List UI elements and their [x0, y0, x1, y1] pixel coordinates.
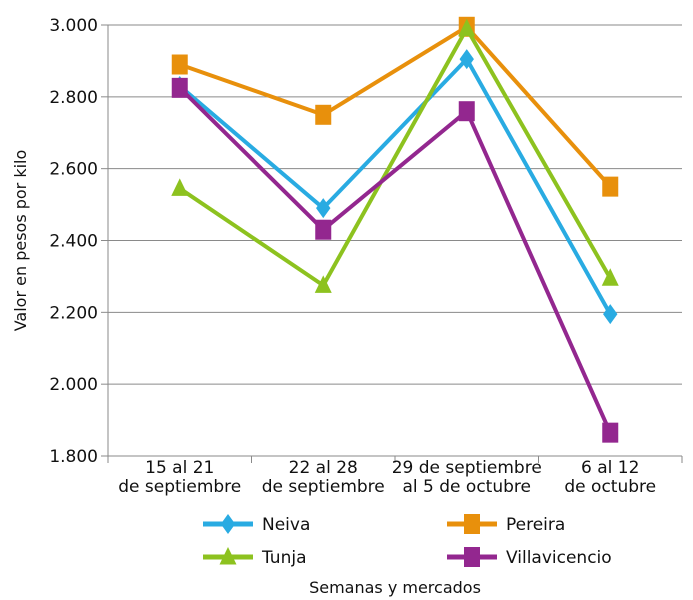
data-point-tunja — [601, 268, 619, 286]
legend-item-neiva: Neiva — [203, 514, 310, 535]
y-tick-label: 1.800 — [49, 447, 98, 467]
legend-label: Neiva — [262, 515, 310, 535]
data-point-pereira — [315, 104, 332, 125]
y-tick-label: 2.200 — [49, 303, 98, 323]
data-point-neiva — [459, 49, 474, 70]
x-axis-ticks: 15 al 21 de septiembre 22 al 28 de septiemb… — [118, 458, 656, 497]
series-neiva — [172, 49, 618, 325]
y-tick-label: 2.600 — [49, 160, 98, 180]
x-tick-label: 15 al 21 de septiembre — [118, 458, 241, 497]
x-tick-label: 22 al 28 de septiembre — [262, 458, 385, 497]
series-line-villavicencio — [178, 86, 613, 434]
legend-label: Tunja — [261, 548, 307, 568]
series-villavicencio — [171, 77, 619, 443]
x-tick-label: 6 al 12 de octubre — [564, 458, 656, 497]
data-point-villavicencio — [602, 422, 619, 443]
series-line-tunja — [178, 26, 612, 288]
data-point-villavicencio — [315, 219, 332, 240]
y-tick-label: 2.800 — [49, 88, 98, 108]
legend-marker — [219, 547, 237, 565]
series-tunja — [171, 18, 619, 293]
data-point-villavicencio — [171, 77, 188, 98]
data-point-pereira — [171, 54, 188, 75]
series-pereira — [171, 16, 619, 197]
data-point-tunja — [171, 178, 189, 196]
series-group — [171, 16, 619, 443]
series-line-neiva — [178, 57, 612, 316]
x-tick-label: 29 de septiembre al 5 de octubre — [392, 458, 542, 497]
legend-item-tunja: Tunja — [203, 547, 307, 568]
legend: Neiva Pereira Tunja Villavicencio — [203, 514, 612, 568]
y-axis-ticks: 1.800 2.000 2.200 2.400 2.600 2.800 3.000 — [49, 16, 98, 467]
y-tick-label: 2.400 — [49, 232, 98, 252]
legend-label: Villavicencio — [506, 548, 612, 568]
y-tick-label: 2.000 — [49, 375, 98, 395]
data-point-neiva — [316, 198, 331, 219]
legend-item-pereira: Pereira — [447, 514, 565, 535]
y-tick-label: 3.000 — [49, 16, 98, 36]
legend-marker — [464, 547, 480, 567]
data-point-tunja — [314, 275, 332, 293]
x-axis-label: Semanas y mercados — [309, 578, 481, 597]
data-point-tunja — [458, 18, 476, 37]
legend-label: Pereira — [506, 515, 565, 535]
data-point-pereira — [602, 176, 619, 197]
y-axis-label: Valor en pesos por kilo — [11, 150, 30, 332]
legend-marker — [464, 514, 480, 534]
data-point-villavicencio — [458, 101, 475, 122]
series-line-pereira — [179, 24, 612, 188]
legend-marker — [220, 514, 236, 534]
data-point-neiva — [603, 304, 618, 325]
legend-item-villavicencio: Villavicencio — [447, 547, 612, 568]
